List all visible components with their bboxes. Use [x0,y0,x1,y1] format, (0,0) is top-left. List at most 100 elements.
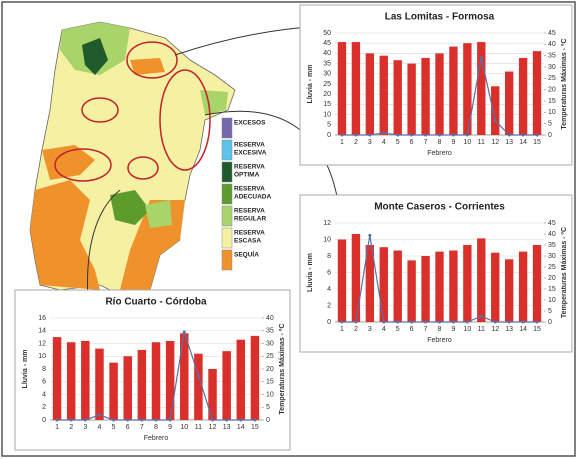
x-tick-label: 8 [438,326,442,333]
point [479,55,483,59]
legend-label: RESERVA [234,164,265,171]
bar [393,250,402,322]
bar [504,259,514,322]
bar [435,53,444,135]
x-tick-label: 13 [505,139,513,146]
point [253,418,257,422]
map-drought [130,58,165,75]
bar [393,60,402,136]
point [424,133,428,137]
y-tick-label: 45 [323,40,331,47]
x-tick-label: 6 [126,424,130,431]
legend-swatch [221,249,233,271]
x-tick-label: 7 [140,424,144,431]
x-tick-label: 7 [424,139,428,146]
x-tick-label: 8 [438,139,442,146]
bar [52,337,62,420]
bar [337,239,347,322]
x-tick-label: 5 [396,139,400,146]
y2-tick-label: 0 [548,319,552,326]
legend-label: RESERVA [234,208,265,215]
y-tick-label: 5 [327,122,331,129]
y-tick-label: 50 [323,30,331,37]
x-axis-label: Febrero [427,150,452,157]
bar [95,348,104,420]
y-tick-label: 40 [323,50,331,57]
x-tick-label: 4 [382,326,386,333]
x-tick-label: 10 [463,326,471,333]
highlight [81,97,119,123]
y2-tick-label: 25 [548,264,556,271]
x-tick-label: 15 [533,326,541,333]
bar [532,245,542,322]
legend-swatch [221,161,233,183]
y2-tick-label: 20 [266,366,274,373]
x-tick-label: 6 [410,139,414,146]
point [83,418,87,422]
point [126,418,130,422]
bar [518,57,528,135]
point [424,320,428,324]
map [29,21,371,301]
bar [421,256,430,322]
bar [81,340,90,420]
y2-tick-label: 20 [548,87,556,94]
legend-label: ADECUADA [234,194,272,201]
bar [365,53,375,135]
x-tick-label: 5 [396,326,400,333]
y-tick-label: 14 [38,328,46,335]
point [354,133,358,137]
legend-label: SEQUÍA [234,250,259,259]
y2-tick-label: 25 [266,353,274,360]
point [196,373,200,377]
point [438,320,441,324]
legend-swatch [221,117,233,139]
y-tick-label: 8 [327,253,331,260]
y2-tick-label: 15 [548,98,556,105]
bar [449,46,458,135]
point [465,320,469,324]
x-tick-label: 14 [237,424,245,431]
y-tick-label: 6 [42,379,46,386]
point [438,133,441,137]
y-tick-label: 10 [38,353,46,360]
y2-tick-label: 5 [548,121,552,128]
y2-tick-label: 0 [548,132,552,139]
bar [477,42,486,135]
point [493,320,497,324]
y-tick-label: 12 [323,220,331,227]
x-tick-label: 13 [505,326,513,333]
legend-label: EXCESOS [234,120,266,127]
y2-tick-label: 15 [548,286,556,293]
bar [194,353,203,420]
y2-axis-label: Temperaturas Máximas - ºC [561,38,568,129]
x-tick-label: 14 [519,139,527,146]
point [396,320,400,324]
x-tick-label: 3 [368,139,372,146]
bar [532,51,542,136]
point [55,418,59,422]
point [410,133,414,137]
point [535,133,539,137]
bar [151,342,161,420]
x-tick-label: 11 [478,326,485,333]
y2-tick-label: 15 [266,379,274,386]
y-tick-label: 2 [327,302,331,309]
bar [379,55,388,135]
point [479,314,483,318]
chart-title: Las Lomitas - Formosa [385,12,495,23]
x-tick-label: 15 [251,424,259,431]
x-tick-label: 8 [154,424,158,431]
x-tick-label: 3 [368,326,372,333]
x-tick-label: 10 [463,139,471,146]
bar [236,339,246,420]
highlight [127,156,159,180]
y-tick-label: 0 [327,132,331,139]
y2-tick-label: 30 [266,340,274,347]
bar [421,57,430,135]
bar [137,349,147,420]
bar [222,351,231,420]
map-drought [30,180,100,290]
legend-swatch [221,227,233,249]
